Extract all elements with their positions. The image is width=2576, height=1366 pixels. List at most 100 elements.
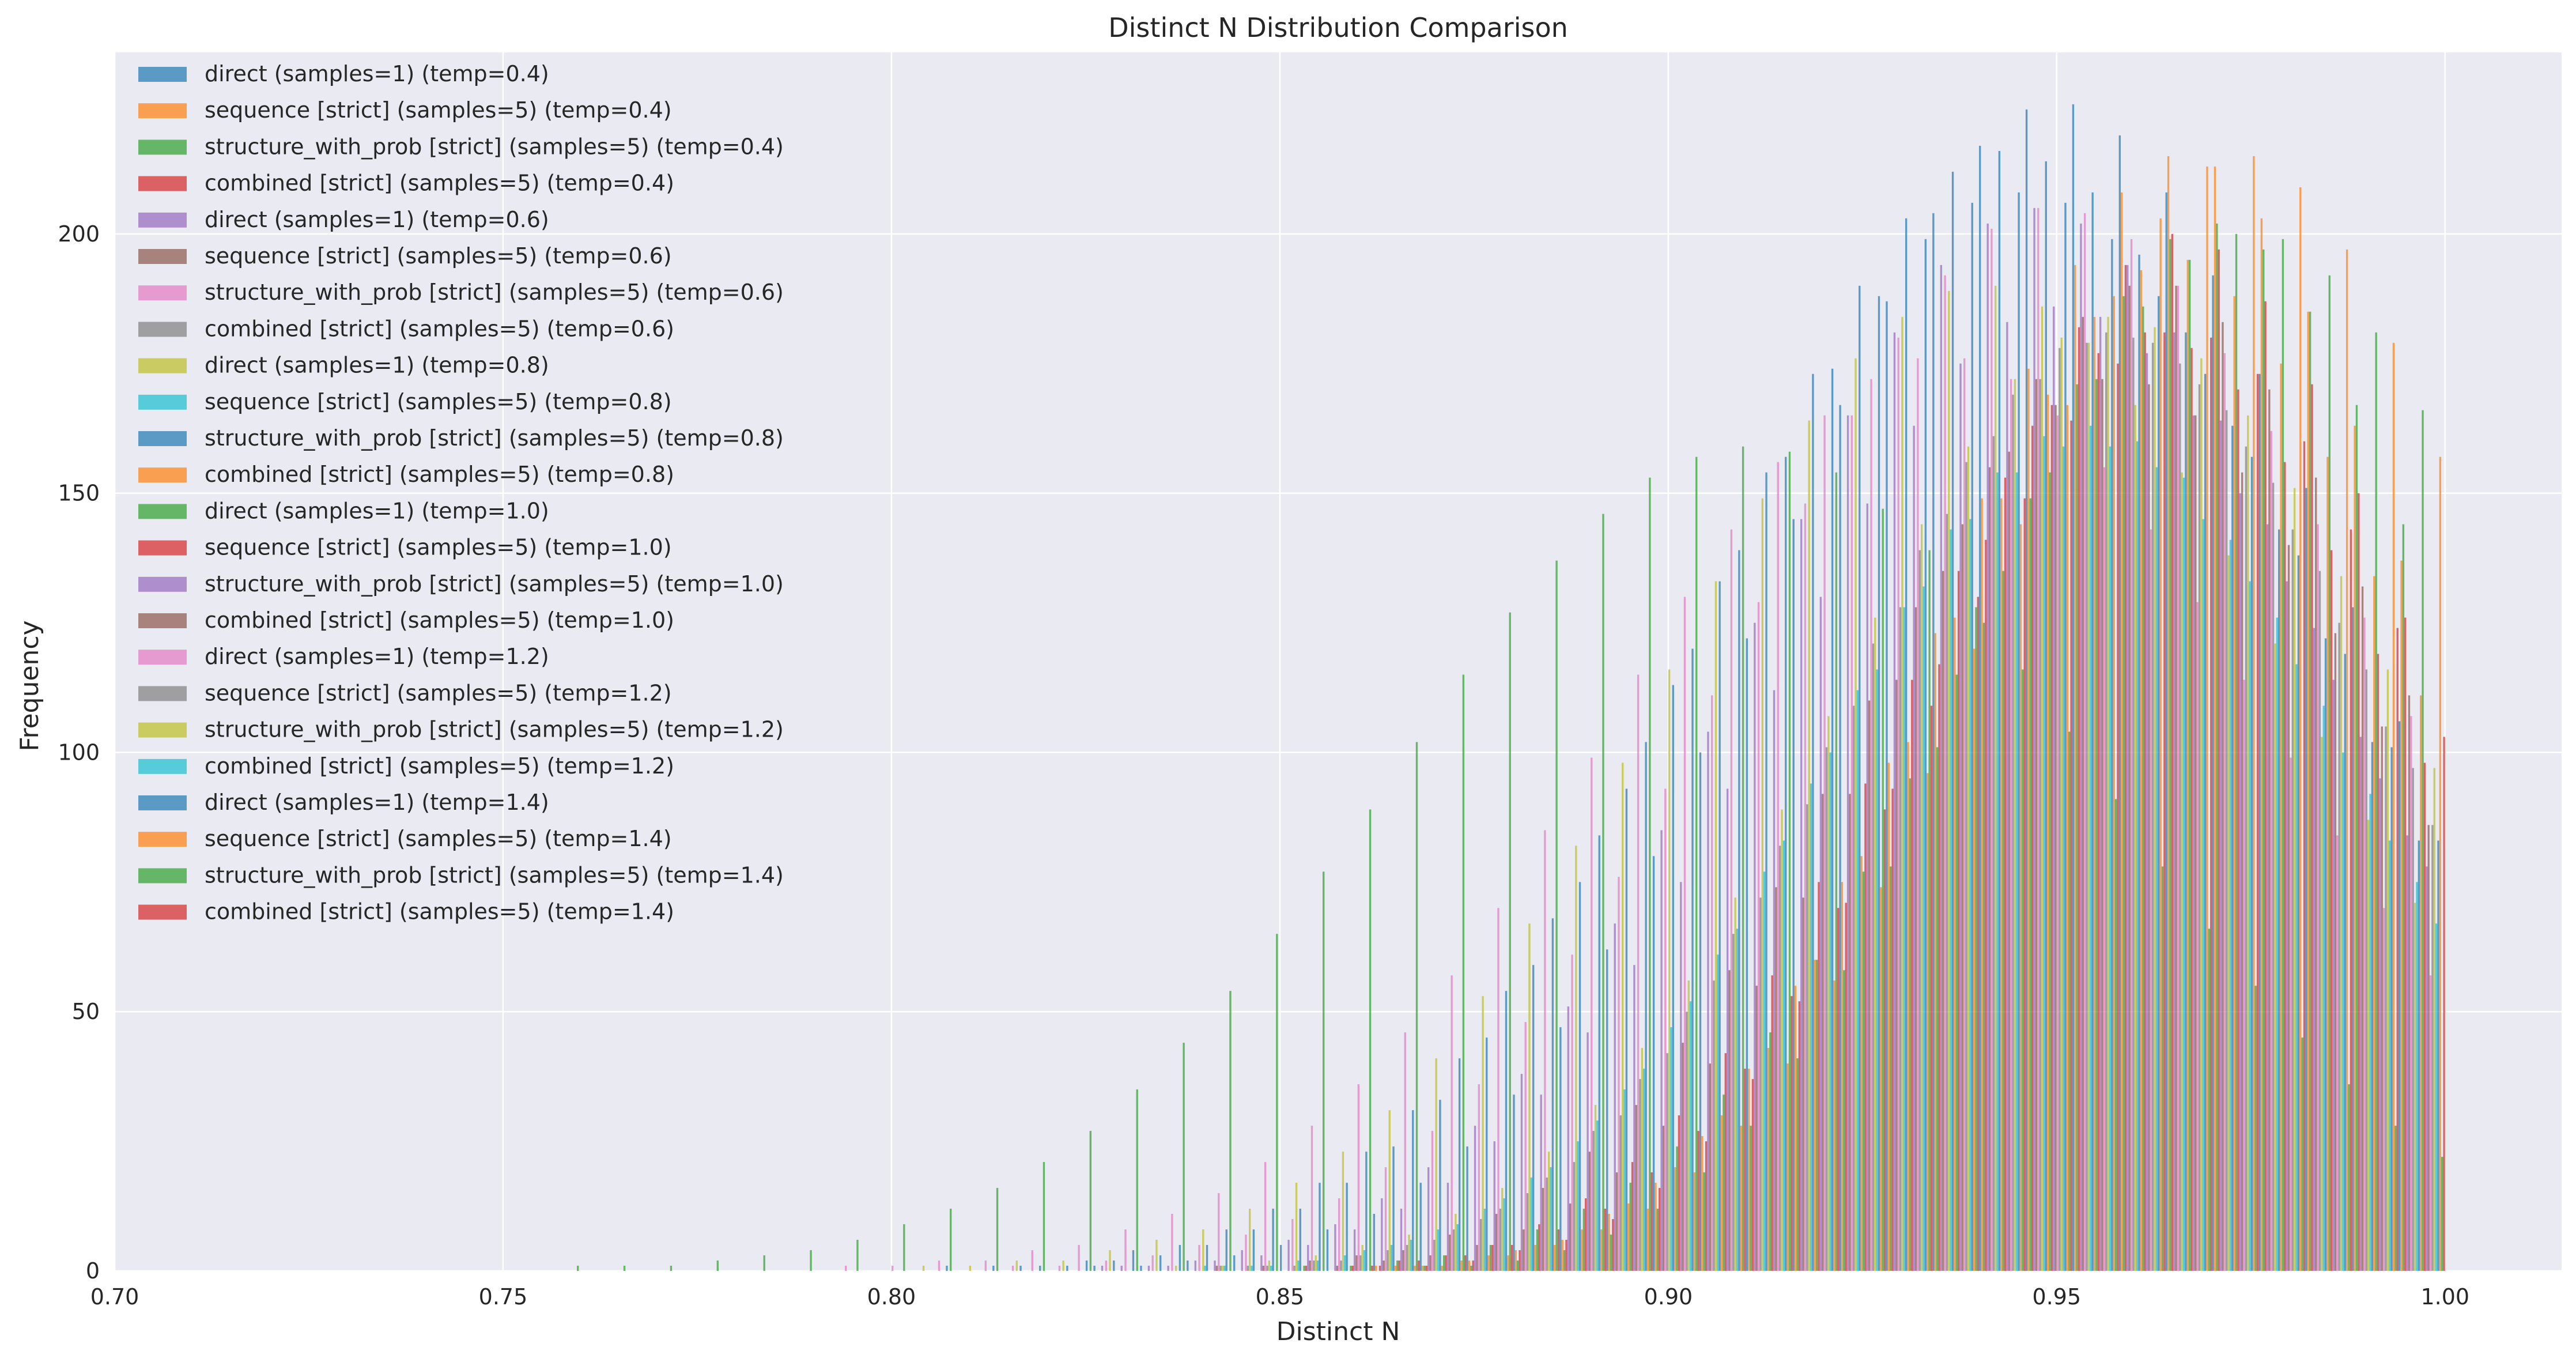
histogram-bar <box>1652 856 1655 1271</box>
legend-swatch <box>138 613 187 628</box>
histogram-bar <box>2317 524 2319 1271</box>
histogram-bar <box>2204 373 2207 1271</box>
legend-item: sequence [strict] (samples=5) (temp=0.6) <box>138 243 672 269</box>
histogram-bar <box>1707 731 1709 1271</box>
histogram-bar <box>2084 213 2086 1271</box>
histogram-bar <box>1369 809 1372 1271</box>
histogram-bar <box>2266 524 2269 1271</box>
histogram-bar <box>1841 882 1844 1271</box>
histogram-bars <box>577 104 2445 1271</box>
x-axis-ticks: 0.70 0.75 0.80 0.85 0.90 0.95 1.00 <box>90 1284 2469 1310</box>
histogram-bar <box>1295 1183 1298 1271</box>
histogram-bar <box>1565 1240 1567 1271</box>
legend-label: direct (samples=1) (temp=1.2) <box>205 644 549 669</box>
histogram-bar <box>2420 695 2422 1271</box>
histogram-bar <box>2406 835 2408 1271</box>
histogram-bar <box>1899 607 1902 1271</box>
histogram-bar <box>2291 529 2294 1271</box>
histogram-bar <box>1849 794 1851 1271</box>
histogram-bar <box>2418 840 2420 1271</box>
histogram-bar <box>2066 405 2069 1271</box>
histogram-bar <box>1474 1126 1476 1271</box>
histogram-bar <box>2148 384 2150 1271</box>
histogram-bar <box>1726 788 1729 1271</box>
histogram-bar <box>2334 633 2337 1271</box>
histogram-bar <box>2219 420 2222 1271</box>
histogram-bar <box>1266 1266 1268 1271</box>
histogram-bar <box>1478 1084 1480 1271</box>
histogram-bar <box>1759 897 1762 1271</box>
legend-item: structure_with_prob [strict] (samples=5)… <box>138 134 784 159</box>
histogram-bar <box>1452 1229 1455 1271</box>
histogram-bar <box>1591 757 1593 1271</box>
histogram-bar <box>2086 342 2088 1271</box>
legend-item: structure_with_prob [strict] (samples=5)… <box>138 862 784 888</box>
histogram-bar <box>1951 171 1954 1271</box>
histogram-bar <box>1909 778 1912 1271</box>
series-bars <box>1204 425 2418 1271</box>
histogram-bar <box>1625 788 1628 1271</box>
histogram-bar <box>1442 1255 1445 1271</box>
histogram-bar <box>984 1261 987 1271</box>
histogram-bar <box>1655 1183 1657 1271</box>
histogram-bar <box>1486 1037 1488 1271</box>
histogram-bar <box>2181 472 2183 1271</box>
histogram-bar <box>763 1255 765 1271</box>
histogram-bar <box>2035 379 2038 1271</box>
histogram-bar <box>1415 742 1418 1271</box>
histogram-bar <box>1435 1058 1437 1271</box>
histogram-bar <box>1629 1183 1631 1271</box>
histogram-bar <box>2194 415 2197 1271</box>
histogram-bar <box>2363 617 2366 1271</box>
histogram-bar <box>1124 1229 1127 1271</box>
histogram-bar <box>1408 1235 1410 1271</box>
histogram-bar <box>2324 638 2327 1271</box>
histogram-bar <box>1215 1266 1218 1271</box>
histogram-bar <box>2214 166 2216 1271</box>
histogram-bar <box>1109 1250 1111 1271</box>
histogram-bar <box>2150 529 2152 1271</box>
legend-item: structure_with_prob [strict] (samples=5)… <box>138 425 784 451</box>
histogram-bar <box>1587 1032 1589 1271</box>
histogram-bar <box>1614 923 1616 1271</box>
histogram-bar <box>1066 1266 1068 1271</box>
histogram-bar <box>1390 1245 1393 1271</box>
series-bars <box>1305 332 2426 1271</box>
histogram-bar <box>2117 363 2119 1271</box>
histogram-bar <box>2130 239 2133 1271</box>
histogram-bar <box>1633 965 1636 1271</box>
histogram-bar <box>1359 1255 1362 1271</box>
histogram-bar <box>1446 1183 1449 1271</box>
histogram-bar <box>2099 316 2102 1271</box>
histogram-bar <box>1788 451 1791 1271</box>
legend-label: combined [strict] (samples=5) (temp=1.0) <box>205 607 674 633</box>
legend-swatch <box>138 139 187 155</box>
histogram-bar <box>2309 311 2311 1271</box>
histogram-bar <box>1470 1266 1472 1271</box>
histogram-bar <box>1547 1152 1550 1271</box>
histogram-bar <box>1551 918 1554 1271</box>
histogram-bar <box>1804 503 1807 1271</box>
histogram-bar <box>2165 192 2167 1271</box>
histogram-bar <box>1544 830 1546 1271</box>
histogram-bar <box>1503 1198 1505 1271</box>
histogram-bar <box>1730 529 1733 1271</box>
histogram-bar <box>1778 846 1781 1271</box>
histogram-bar <box>1687 980 1690 1271</box>
histogram-bar <box>1610 1235 1612 1271</box>
legend-item: sequence [strict] (samples=5) (temp=0.8) <box>138 389 672 414</box>
histogram-bar <box>1167 1266 1169 1271</box>
histogram-bar <box>2427 825 2430 1271</box>
y-tick-label: 0 <box>86 1258 100 1284</box>
histogram-bar <box>1344 1255 1346 1271</box>
histogram-bar <box>1988 467 1991 1271</box>
histogram-bar <box>2435 923 2438 1271</box>
histogram-bar <box>2177 285 2180 1271</box>
histogram-bar <box>1897 337 1899 1271</box>
histogram-bar <box>2354 425 2356 1271</box>
histogram-bar <box>1338 1198 1340 1271</box>
histogram-bar <box>2390 747 2393 1271</box>
series-bars <box>1394 259 2422 1271</box>
histogram-bar <box>1183 1043 1185 1271</box>
histogram-bar <box>2022 669 2024 1271</box>
